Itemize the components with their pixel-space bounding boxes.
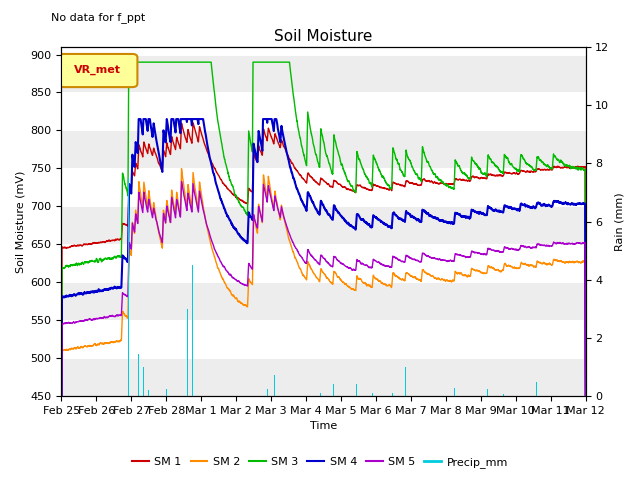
Bar: [61, 206, 586, 244]
FancyBboxPatch shape: [59, 54, 138, 87]
Bar: [61, 358, 586, 396]
Y-axis label: Soil Moisture (mV): Soil Moisture (mV): [15, 170, 25, 273]
Bar: [61, 131, 586, 168]
Title: Soil Moisture: Soil Moisture: [275, 29, 372, 44]
Text: No data for f_ppt: No data for f_ppt: [51, 12, 145, 23]
X-axis label: Time: Time: [310, 421, 337, 432]
Legend: SM 1, SM 2, SM 3, SM 4, SM 5, Precip_mm: SM 1, SM 2, SM 3, SM 4, SM 5, Precip_mm: [128, 452, 512, 472]
Y-axis label: Rain (mm): Rain (mm): [615, 192, 625, 251]
Bar: [61, 282, 586, 320]
Text: VR_met: VR_met: [74, 65, 120, 75]
Bar: [61, 55, 586, 93]
